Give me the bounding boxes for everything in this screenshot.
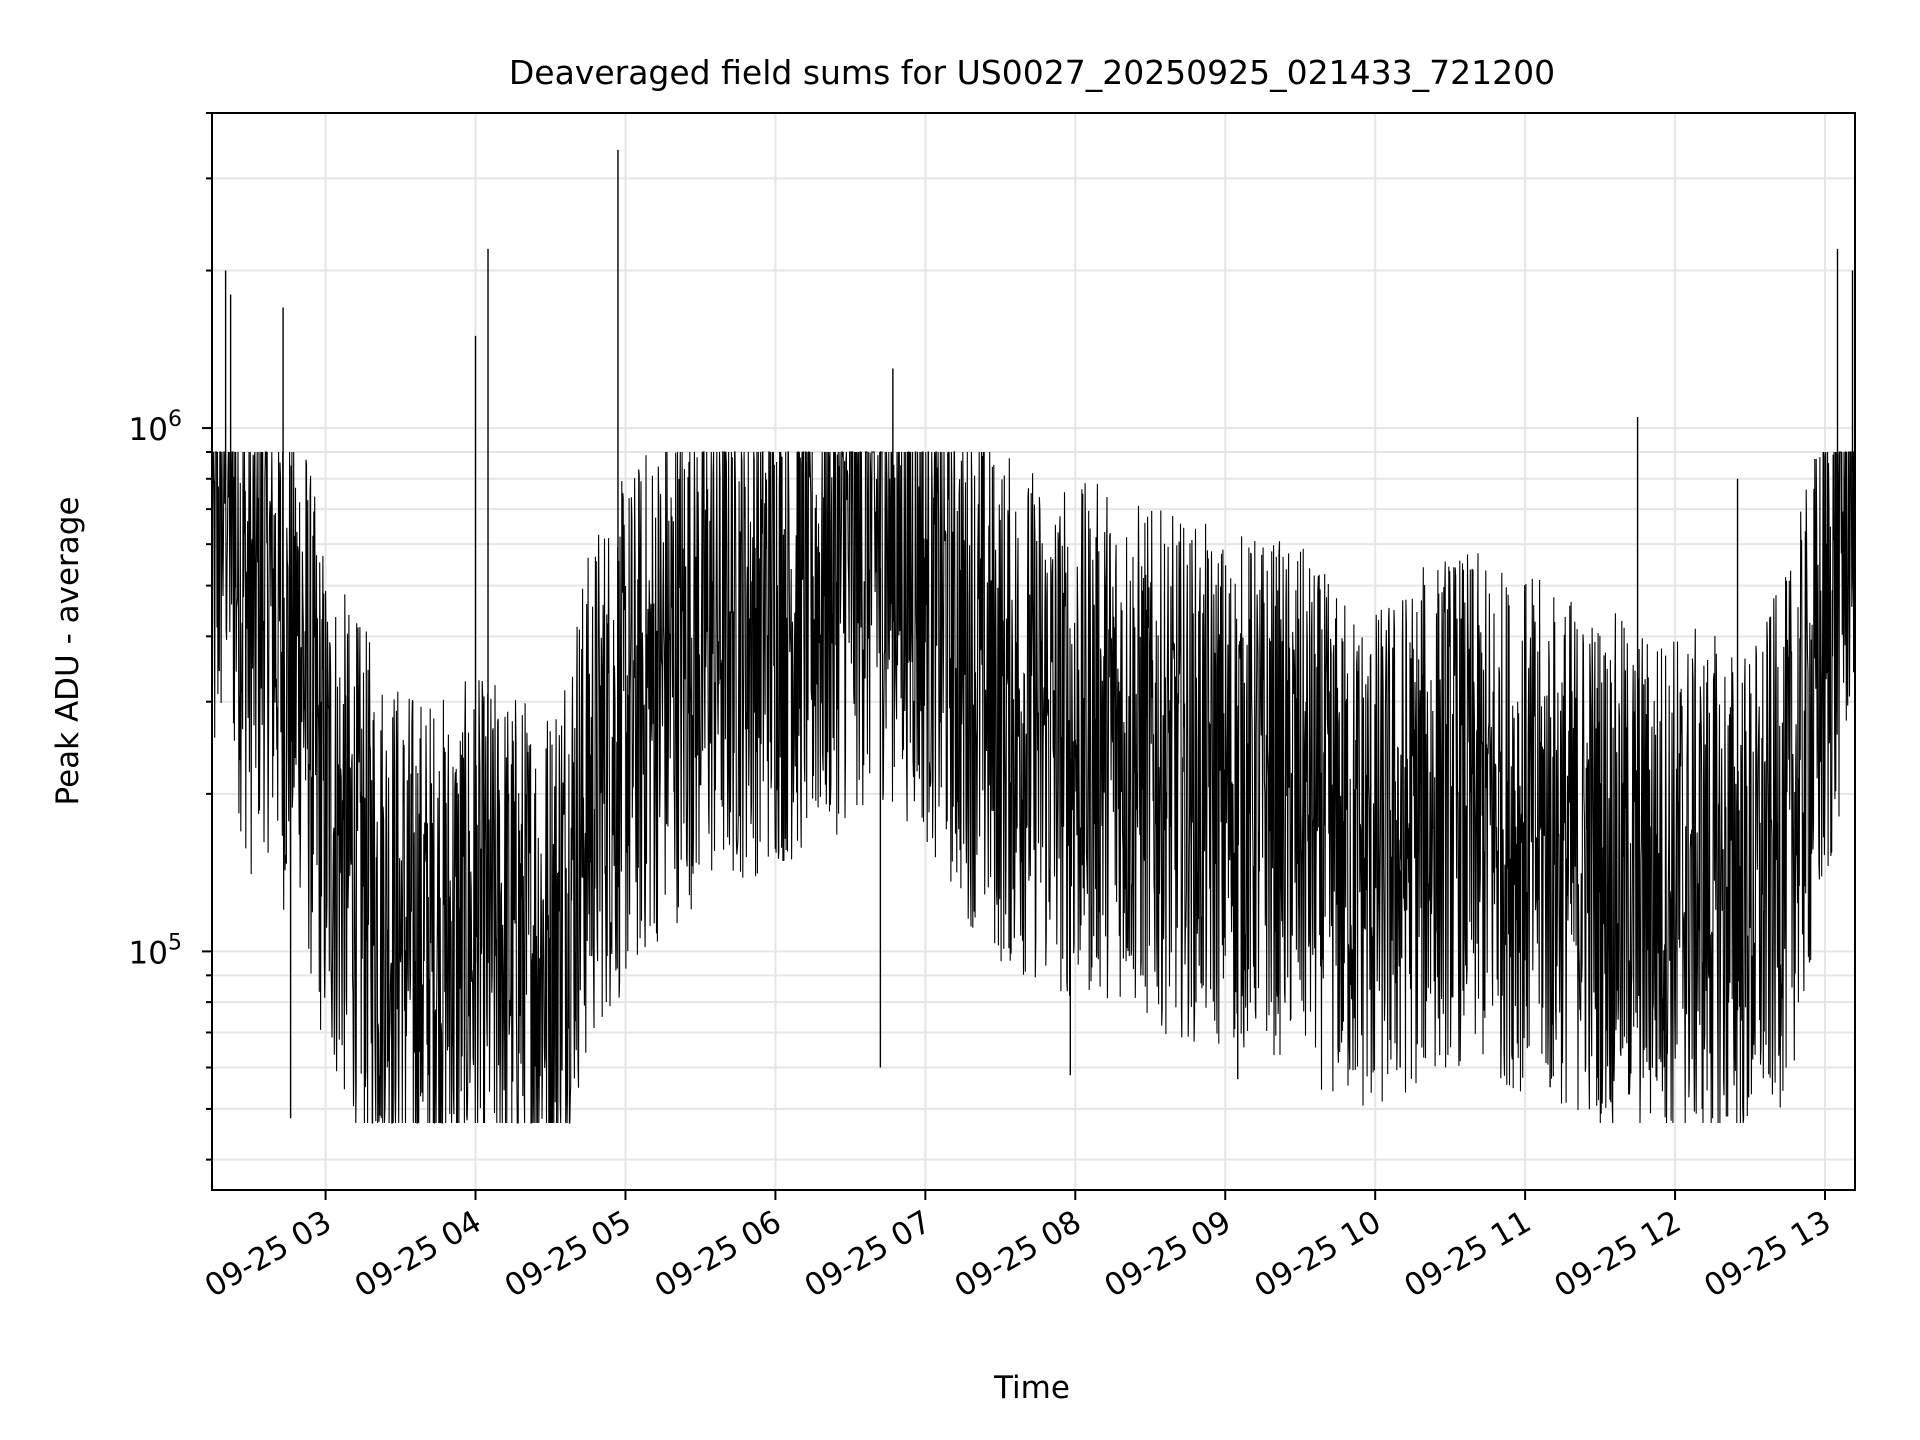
plot-frame (211, 112, 1856, 1191)
y-axis-label: Peak ADU - average (50, 496, 86, 805)
series-line (211, 451, 1855, 1124)
y-tick-label: 105 (129, 930, 182, 971)
y-axis-ticks: 105 106 (129, 112, 212, 1161)
y-tick-label: 106 (129, 407, 182, 448)
x-axis-label: Time (993, 1370, 1070, 1406)
chart-title: Deaveraged field sums for US0027_2025092… (509, 53, 1555, 92)
plot-area (211, 149, 1855, 1124)
